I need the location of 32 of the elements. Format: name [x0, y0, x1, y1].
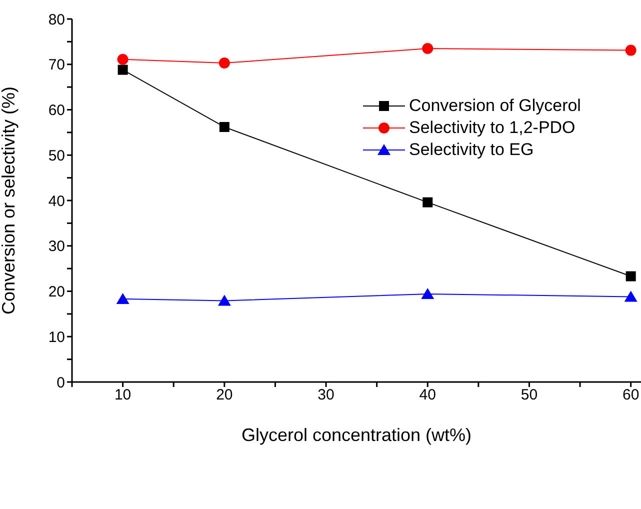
point — [117, 54, 128, 65]
legend-label: Selectivity to EG — [409, 140, 534, 160]
legend-label: Selectivity to 1,2-PDO — [409, 118, 576, 138]
point — [625, 44, 636, 56]
y-tick-label: 60 — [48, 102, 65, 120]
point — [624, 290, 638, 302]
y-tick-label: 40 — [48, 192, 65, 210]
point — [421, 288, 434, 299]
x-tick-label: 40 — [419, 386, 436, 404]
y-axis-title: Conversion or selectivity (%) — [0, 86, 18, 315]
x-tick-label: 20 — [216, 386, 233, 404]
point — [118, 64, 128, 75]
point — [218, 294, 231, 306]
point — [626, 271, 636, 282]
x-tick-label: 50 — [520, 386, 538, 404]
y-tick-label: 20 — [48, 284, 65, 301]
point — [422, 42, 434, 54]
x-axis-title: Glycerol concentration (wt%) — [241, 425, 472, 445]
point — [422, 197, 433, 208]
point — [116, 292, 130, 304]
point — [219, 122, 230, 132]
y-tick-label: 10 — [48, 328, 65, 346]
y-tick-label: 0 — [56, 374, 65, 392]
x-tick-label: 30 — [318, 386, 334, 404]
y-tick-label: 70 — [48, 56, 65, 74]
legend-label: Conversion of Glycerol — [409, 96, 581, 116]
x-tick-label: 60 — [622, 386, 640, 404]
point — [218, 58, 230, 69]
x-tick-label: 10 — [114, 386, 132, 404]
y-tick-label: 30 — [48, 238, 65, 256]
y-tick-label: 50 — [48, 147, 65, 164]
y-tick-label: 80 — [48, 11, 65, 28]
